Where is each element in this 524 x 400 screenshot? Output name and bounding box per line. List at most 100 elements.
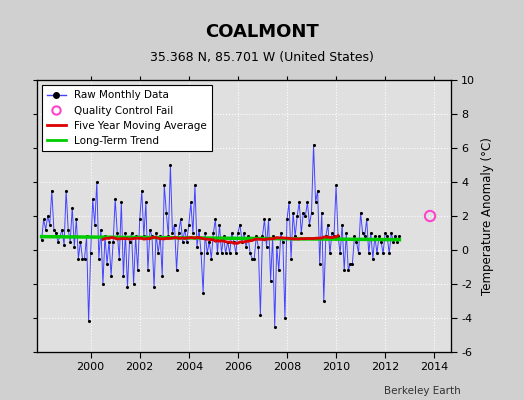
Point [72, 216, 81, 222]
Point [260, 216, 269, 222]
Point [201, 230, 210, 236]
Point [209, 230, 217, 236]
Point [291, 233, 299, 240]
Point [56, 233, 64, 240]
Point [263, 243, 271, 250]
Point [354, 250, 363, 257]
Point [103, 260, 111, 267]
Point [179, 238, 187, 245]
Point [191, 182, 199, 189]
Point [344, 267, 353, 274]
Point [207, 255, 215, 262]
Point [281, 315, 289, 321]
Point [289, 210, 297, 216]
Point [93, 179, 101, 185]
Point [340, 267, 348, 274]
Point [361, 233, 369, 240]
Point [181, 226, 189, 233]
Point [379, 250, 387, 257]
Point [217, 250, 226, 257]
Point [54, 238, 62, 245]
Point [307, 210, 315, 216]
Point [174, 230, 183, 236]
Point [134, 267, 142, 274]
Point [78, 255, 86, 262]
Point [348, 260, 357, 267]
Point [39, 216, 48, 222]
Point [270, 323, 279, 330]
Point [150, 284, 158, 290]
Point [158, 272, 167, 279]
Point [297, 230, 305, 236]
Point [358, 230, 367, 236]
Point [95, 255, 103, 262]
Point [265, 216, 273, 222]
Point [89, 196, 97, 202]
Point [283, 216, 291, 222]
Point [107, 272, 115, 279]
Point [381, 230, 389, 236]
Point [232, 250, 240, 257]
Point [211, 216, 220, 222]
Point [222, 250, 230, 257]
Point [111, 196, 119, 202]
Point [46, 221, 54, 228]
Point [352, 238, 361, 245]
Point [220, 233, 228, 240]
Point [109, 238, 117, 245]
Point [385, 250, 394, 257]
Point [338, 221, 346, 228]
Point [101, 233, 109, 240]
Point [336, 250, 344, 257]
Point [285, 199, 293, 206]
Point [141, 199, 150, 206]
Point [387, 230, 396, 236]
Point [244, 233, 253, 240]
Point [322, 233, 330, 240]
Point [324, 221, 332, 228]
Point [373, 250, 381, 257]
Point [91, 221, 99, 228]
Point [293, 213, 301, 219]
Y-axis label: Temperature Anomaly (°C): Temperature Anomaly (°C) [481, 137, 494, 295]
Point [230, 238, 238, 245]
Point [197, 250, 205, 257]
Point [41, 226, 50, 233]
Point [346, 260, 355, 267]
Point [391, 233, 399, 240]
Point [129, 281, 138, 287]
Point [77, 238, 85, 245]
Point [64, 226, 72, 233]
Point [48, 187, 56, 194]
Point [375, 233, 383, 240]
Point [127, 230, 136, 236]
Point [187, 199, 195, 206]
Point [60, 242, 68, 248]
Point [383, 233, 391, 240]
Point [236, 221, 244, 228]
Point [227, 230, 236, 236]
Point [148, 233, 156, 240]
Point [123, 284, 132, 290]
Point [193, 243, 201, 250]
Point [223, 238, 232, 245]
Point [277, 230, 285, 236]
Point [215, 221, 224, 228]
Point [287, 255, 295, 262]
Point [170, 221, 179, 228]
Point [121, 230, 129, 236]
Text: Berkeley Earth: Berkeley Earth [385, 386, 461, 396]
Point [295, 199, 303, 206]
Point [84, 318, 93, 325]
Point [313, 187, 322, 194]
Point [136, 216, 144, 222]
Point [68, 204, 77, 211]
Point [152, 230, 160, 236]
Point [172, 267, 181, 274]
Point [315, 260, 324, 267]
Point [252, 233, 260, 240]
Point [97, 226, 105, 233]
Point [342, 230, 351, 236]
Point [203, 250, 211, 257]
Point [309, 141, 318, 148]
